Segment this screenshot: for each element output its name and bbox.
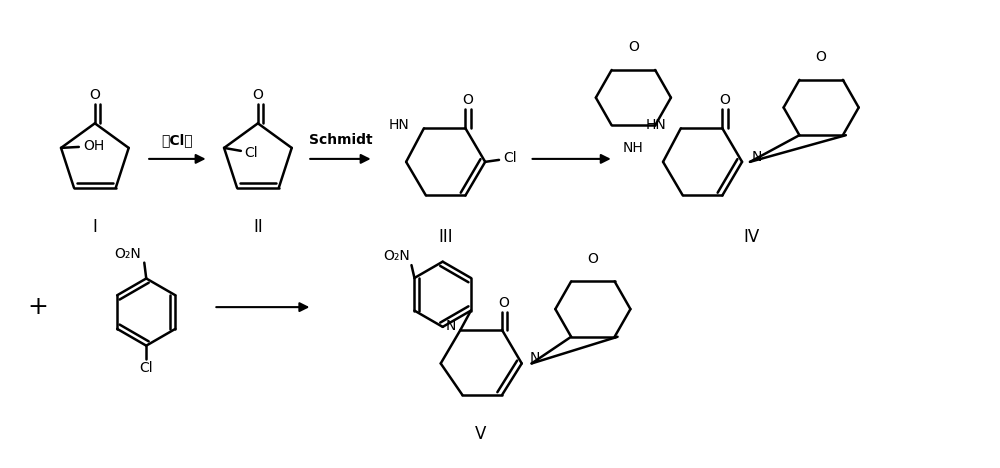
Text: O: O	[719, 93, 730, 107]
Text: III: III	[438, 228, 453, 246]
Text: 【Cl】: 【Cl】	[162, 133, 193, 147]
Text: N: N	[530, 351, 540, 365]
Text: O₂N: O₂N	[383, 249, 410, 263]
Text: N: N	[752, 150, 762, 164]
Text: O₂N: O₂N	[115, 247, 141, 261]
Text: Cl: Cl	[244, 146, 257, 160]
Text: Cl: Cl	[139, 361, 153, 375]
Text: V: V	[475, 424, 486, 443]
Text: NH: NH	[623, 141, 644, 155]
Text: HN: HN	[388, 118, 409, 132]
Text: HN: HN	[645, 118, 666, 132]
Text: IV: IV	[744, 228, 760, 246]
Text: O: O	[462, 93, 473, 107]
Text: Cl: Cl	[503, 151, 517, 165]
Text: II: II	[253, 218, 263, 236]
Text: O: O	[816, 50, 827, 64]
Text: O: O	[499, 296, 509, 310]
Text: O: O	[628, 40, 639, 54]
Text: N: N	[445, 319, 456, 333]
Text: I: I	[92, 218, 97, 236]
Text: O: O	[252, 88, 263, 102]
Text: O: O	[89, 88, 100, 102]
Text: Schmidt: Schmidt	[309, 133, 372, 147]
Text: O: O	[587, 252, 598, 266]
Text: OH: OH	[83, 139, 104, 153]
Text: +: +	[27, 295, 48, 319]
